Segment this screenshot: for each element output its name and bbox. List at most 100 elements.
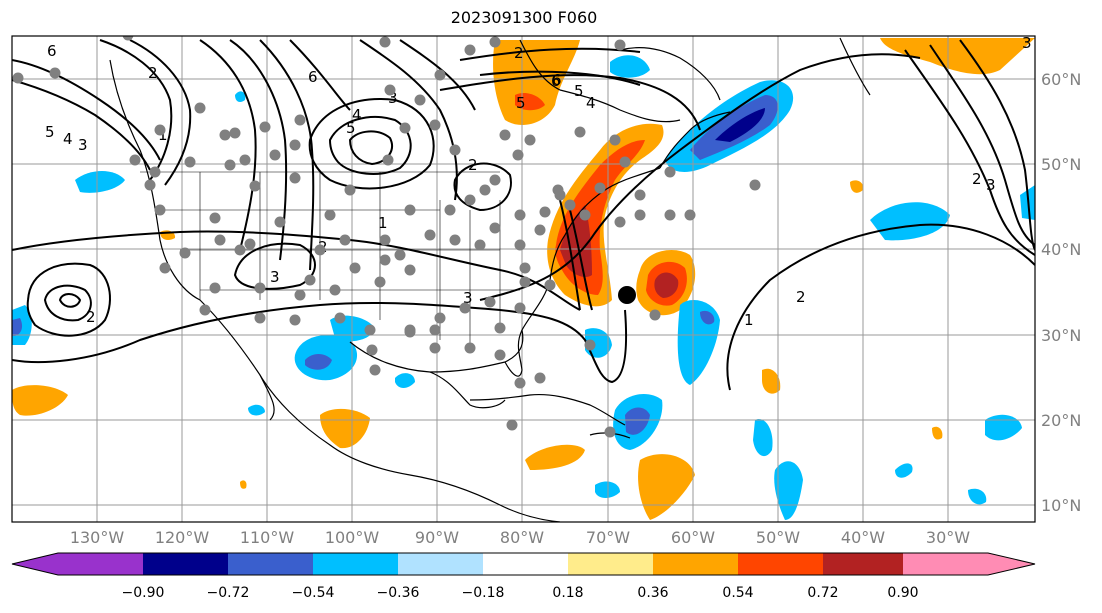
map-title: 2023091300 F060 [450,8,598,27]
observation-dot [534,372,546,384]
observation-dot [594,182,606,194]
colorbar-segment [313,553,398,575]
colorbar-tick-label: −0.72 [207,585,250,601]
observation-dot [214,234,226,246]
observation-dot [474,239,486,251]
colorbar-tick-label: −0.18 [462,585,505,601]
observation-dot [294,289,306,301]
observation-dot [314,244,326,256]
observation-dot [324,209,336,221]
observation-dot [514,239,526,251]
observation-dot [524,134,536,146]
observation-dot [429,342,441,354]
observation-dot [379,36,391,48]
observation-dot [434,69,446,81]
observation-dot [289,139,301,151]
observation-dot [179,247,191,259]
colorbar-segment [398,553,483,575]
observation-dot [484,296,496,308]
observation-dot [239,154,251,166]
observation-dot [289,172,301,184]
observation-dot [379,254,391,266]
colorbar-segment [228,553,313,575]
observation-dot [209,282,221,294]
colorbar-segment [738,553,823,575]
observation-dot [534,224,546,236]
observation-dot [394,249,406,261]
contour-label: 1 [378,214,388,232]
observation-dot [519,276,531,288]
colorbar-segment [568,553,653,575]
longitude-tick-labels: 130°W 120°W 110°W 100°W 90°W 80°W 70°W 6… [70,528,970,547]
observation-dot [249,180,261,192]
observation-dot [149,166,161,178]
colorbar-high-extend [988,553,1035,575]
lon-tick-label: 70°W [586,528,630,547]
observation-dot [479,184,491,196]
colorbar-segment [653,553,738,575]
contour-label: 3 [270,268,280,286]
observation-dot [384,84,396,96]
observation-dot [424,229,436,241]
observation-dot [209,212,221,224]
lon-tick-label: 110°W [240,528,295,547]
contour-label: 3 [388,89,398,107]
observation-dot [564,199,576,211]
contour-label: 6 [551,72,561,90]
observation-dot [12,72,24,84]
contour-label: 3 [1022,34,1032,52]
contour-label: 6 [308,68,318,86]
observation-dot [429,119,441,131]
colorbar-segment [58,553,143,575]
contour-label: 4 [63,130,73,148]
observation-dot [254,312,266,324]
observation-dot [349,262,361,274]
observation-dots [12,36,761,438]
colorbar-tick-label: 0.36 [637,585,668,601]
observation-dot [229,127,241,139]
observation-dot [154,124,166,136]
observation-dot [364,324,376,336]
observation-dot [399,122,411,134]
observation-dot [552,184,564,196]
observation-dot [574,126,586,138]
observation-dot [219,129,231,141]
observation-dot [579,209,591,221]
observation-dot [619,156,631,168]
observation-dot [329,284,341,296]
observation-dot [449,234,461,246]
observation-dot [344,184,356,196]
observation-dot [224,159,236,171]
colorbar-segment [823,553,903,575]
lat-tick-label: 20°N [1041,411,1081,430]
observation-dot [604,426,616,438]
colorbar-tick-label: −0.54 [292,585,335,601]
observation-dot [664,166,676,178]
colorbar-tick-label: 0.72 [807,585,838,601]
observation-dot [584,339,596,351]
observation-dot [289,314,301,326]
contour-label: 2 [514,44,524,62]
contour-label: 4 [352,106,362,124]
lat-tick-label: 40°N [1041,240,1081,259]
lon-tick-label: 100°W [325,528,380,547]
observation-dot [634,209,646,221]
observation-dot [614,216,626,228]
observation-dot [379,234,391,246]
colorbar-tick-label: −0.36 [377,585,420,601]
observation-dot [122,36,134,41]
observation-dot [294,114,306,126]
storm-center-marker [618,286,636,304]
contour-label: 3 [986,176,996,194]
observation-dot [464,44,476,56]
lat-tick-label: 60°N [1041,70,1081,89]
observation-dot [374,276,386,288]
observation-dot [154,204,166,216]
observation-dot [259,121,271,133]
observation-dot [489,36,501,48]
contour-label: 5 [516,94,526,112]
lat-tick-label: 30°N [1041,326,1081,345]
contour-label: 1 [744,311,754,329]
observation-dot [464,194,476,206]
contour-label: 2 [148,64,158,82]
